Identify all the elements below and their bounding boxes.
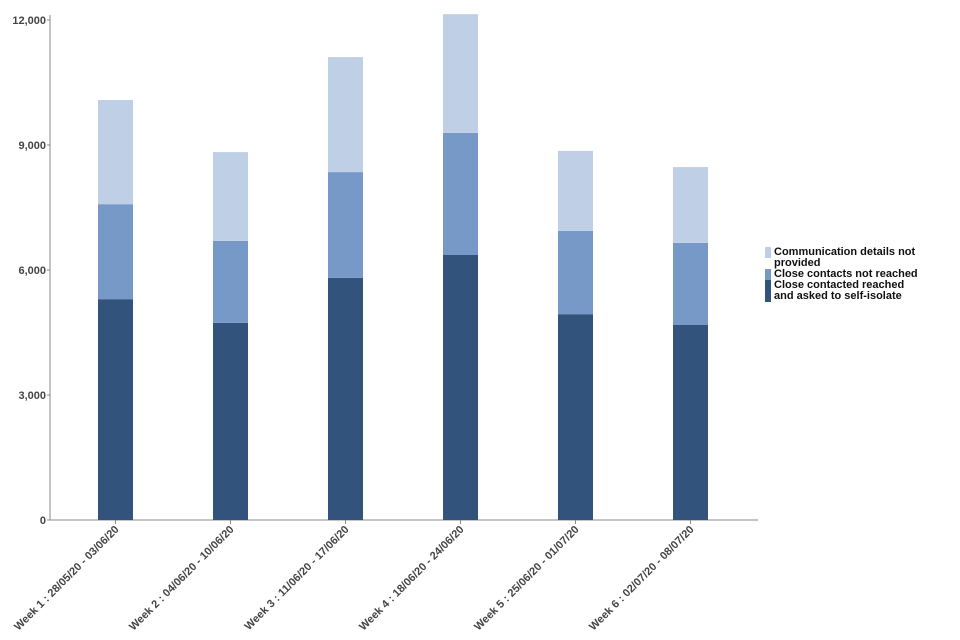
bar-segment xyxy=(673,242,708,325)
bar-segment xyxy=(98,100,133,205)
y-tick-label: 9,000 xyxy=(18,140,46,152)
legend: Communication details not provided Close … xyxy=(765,247,960,302)
x-tick-label: Week 2 : 04/06/20 - 10/06/20 xyxy=(127,524,237,634)
bar-segment xyxy=(443,14,478,133)
y-tick-label: 6,000 xyxy=(18,265,46,277)
legend-swatch xyxy=(765,280,771,302)
bar-segment xyxy=(328,57,363,173)
bar-segment xyxy=(673,167,708,243)
legend-label: Close contacts not reached xyxy=(774,268,918,280)
bar-segment xyxy=(213,322,248,520)
legend-item: Close contacted reached and asked to sel… xyxy=(765,280,960,302)
legend-item: Close contacts not reached xyxy=(765,269,960,280)
bar-segment xyxy=(558,230,593,315)
bar-segment xyxy=(328,172,363,278)
x-tick-label: Week 3 : 11/06/20 - 17/06/20 xyxy=(243,524,352,633)
legend-label: Close contacted reached and asked to sel… xyxy=(774,279,905,302)
y-tick-label: 12,000 xyxy=(12,15,46,27)
bar-segment xyxy=(558,150,593,231)
legend-label: Communication details not provided xyxy=(774,246,916,269)
bar-segment xyxy=(443,255,478,520)
legend-swatch xyxy=(765,269,771,280)
legend-item: Communication details not provided xyxy=(765,247,960,269)
bar-segment xyxy=(213,240,248,323)
bar-segment xyxy=(673,325,708,520)
bar-segment xyxy=(443,132,478,255)
bar-segment xyxy=(328,277,363,520)
bar-segment xyxy=(98,299,133,520)
bar-segment xyxy=(558,314,593,520)
x-tick-label: Week 6 : 02/07/20 - 08/07/20 xyxy=(587,524,697,634)
bar-segment xyxy=(213,152,248,241)
y-tick-label: 3,000 xyxy=(18,390,46,402)
bar-segment xyxy=(98,204,133,300)
x-tick-label: Week 1 : 28/05/20 - 03/06/20 xyxy=(12,524,122,634)
y-tick-label: 0 xyxy=(40,515,46,527)
x-tick-label: Week 4 : 18/06/20 - 24/06/20 xyxy=(357,524,467,634)
legend-swatch xyxy=(765,247,771,258)
x-tick-label: Week 5 : 25/06/20 - 01/07/20 xyxy=(472,524,582,634)
